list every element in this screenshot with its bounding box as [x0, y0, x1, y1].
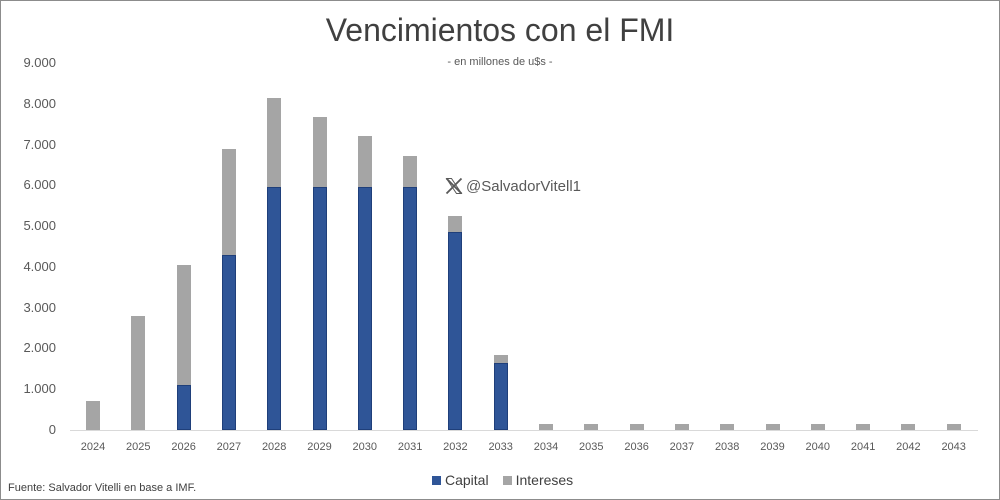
x-tick-label: 2031 — [397, 441, 423, 453]
legend-item-intereses: Intereses — [502, 472, 573, 488]
y-tick-label: 6.000 — [23, 177, 56, 193]
bar-capital-2028 — [267, 187, 282, 430]
x-tick-label: 2032 — [443, 441, 468, 453]
x-tick-label: 2030 — [352, 441, 378, 453]
bar-intereses-2030 — [357, 136, 372, 188]
x-tick-label: 2028 — [261, 441, 287, 453]
bar-capital-2033 — [493, 362, 508, 430]
y-tick-label: 4.000 — [23, 258, 56, 274]
bar-intereses-2039 — [765, 423, 780, 430]
bar-intereses-2040 — [810, 423, 825, 430]
x-tick-label: 2029 — [307, 441, 332, 453]
x-tick-label: 2025 — [126, 441, 151, 453]
bar-intereses-2024 — [86, 401, 100, 430]
bar-intereses-2025 — [131, 315, 146, 430]
bar-intereses-2034 — [539, 423, 553, 430]
x-tick-label: 2040 — [805, 441, 831, 453]
y-tick-label: 5.000 — [23, 218, 56, 234]
bar-intereses-2035 — [584, 423, 599, 430]
x-tick-label: 2037 — [669, 441, 695, 453]
bar-intereses-2032 — [448, 215, 463, 233]
x-tick-label: 2024 — [80, 441, 106, 453]
bar-intereses-2041 — [856, 423, 871, 430]
bar-capital-2030 — [357, 187, 372, 430]
watermark-handle: @SalvadorVitell1 — [466, 177, 582, 195]
x-tick-label: 2026 — [171, 441, 196, 453]
x-tick-label: 2038 — [714, 441, 740, 453]
bar-capital-2029 — [312, 187, 327, 430]
bar-intereses-2027 — [221, 148, 236, 255]
bar-capital-2027 — [221, 254, 236, 430]
y-tick-label: 7.000 — [23, 136, 56, 152]
x-tick-label: 2041 — [850, 441, 876, 453]
y-tick-label: 2.000 — [23, 340, 56, 356]
y-tick-label: 9.000 — [23, 55, 56, 70]
chart-title: Vencimientos con el FMI — [325, 12, 675, 48]
bar-intereses-2031 — [403, 156, 418, 188]
x-axis-line — [70, 430, 978, 431]
x-tick-label: 2039 — [760, 441, 785, 453]
bar-intereses-2042 — [901, 423, 916, 430]
bar-intereses-2037 — [674, 423, 689, 430]
bar-intereses-2038 — [720, 423, 735, 430]
bar-intereses-2026 — [176, 264, 191, 386]
bar-intereses-2028 — [267, 97, 282, 188]
y-tick-label: 1.000 — [23, 381, 56, 397]
x-logo-icon — [445, 177, 463, 195]
bar-intereses-2043 — [946, 423, 961, 430]
y-tick-label: 8.000 — [23, 95, 56, 111]
y-tick-label: 3.000 — [23, 299, 56, 315]
bar-capital-2032 — [448, 232, 463, 430]
bar-intereses-2036 — [629, 423, 644, 430]
y-tick-label: 0 — [48, 422, 56, 437]
x-tick-label: 2034 — [533, 441, 559, 453]
bar-intereses-2033 — [493, 354, 508, 363]
watermark: @SalvadorVitell1 — [444, 176, 581, 196]
x-tick-label: 2043 — [941, 441, 966, 453]
x-tick-label: 2033 — [488, 441, 513, 453]
bar-capital-2031 — [403, 187, 418, 430]
legend-item-capital: Capital — [432, 472, 489, 488]
x-tick-label: 2027 — [216, 441, 242, 453]
source-note: Fuente: Salvador Vitelli en base a IMF. — [8, 482, 197, 494]
x-tick-label: 2035 — [579, 441, 604, 453]
chart-subtitle: - en millones de u$s - — [447, 56, 553, 68]
legend: Capital Intereses — [432, 472, 573, 488]
x-tick-label: 2042 — [896, 441, 921, 453]
bar-capital-2026 — [176, 385, 191, 430]
bar-intereses-2029 — [312, 116, 327, 188]
x-tick-label: 2036 — [624, 441, 649, 453]
